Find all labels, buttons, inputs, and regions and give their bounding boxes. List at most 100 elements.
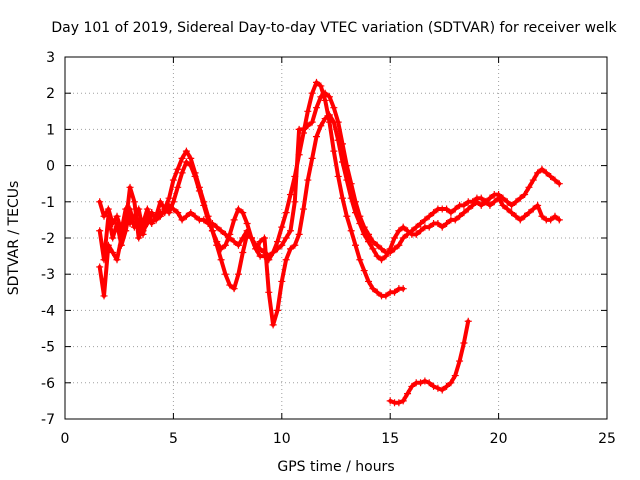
data-point — [226, 234, 234, 242]
data-point — [495, 191, 503, 199]
data-point — [156, 198, 164, 206]
data-point — [273, 238, 281, 246]
data-point — [456, 212, 464, 220]
data-point — [130, 212, 138, 220]
data-point — [182, 147, 190, 155]
data-point — [373, 288, 381, 296]
data-point — [386, 248, 394, 256]
series-layer — [96, 78, 563, 407]
series-track-b — [96, 111, 563, 329]
data-point — [295, 230, 303, 238]
data-point — [226, 281, 234, 289]
data-point — [325, 111, 333, 119]
data-point — [109, 220, 117, 228]
data-point — [282, 256, 290, 264]
data-point — [529, 176, 537, 184]
data-point — [421, 216, 429, 224]
data-point — [360, 267, 368, 275]
y-tick-label: 3 — [46, 50, 55, 66]
data-point — [352, 198, 360, 206]
data-point — [395, 241, 403, 249]
series-track-c — [96, 89, 563, 260]
data-point — [104, 241, 112, 249]
data-point — [325, 93, 333, 101]
data-point — [178, 154, 186, 162]
data-point — [430, 382, 438, 390]
data-point — [456, 357, 464, 365]
data-point — [434, 220, 442, 228]
data-point — [464, 205, 472, 213]
data-point — [109, 234, 117, 242]
data-point — [269, 321, 277, 329]
data-point — [187, 162, 195, 170]
data-point — [434, 384, 442, 392]
data-point — [451, 372, 459, 380]
data-point — [321, 89, 329, 97]
data-point — [165, 201, 173, 209]
data-point — [148, 209, 156, 217]
data-point — [256, 238, 264, 246]
x-tick-label: 5 — [169, 431, 178, 447]
data-point — [321, 96, 329, 104]
data-point — [516, 194, 524, 202]
data-point — [260, 234, 268, 242]
data-point — [113, 256, 121, 264]
data-point — [555, 216, 563, 224]
data-point — [425, 212, 433, 220]
data-point — [96, 263, 104, 271]
data-point — [343, 162, 351, 170]
data-point — [217, 245, 225, 253]
series-line — [97, 112, 562, 327]
data-point — [482, 198, 490, 206]
data-point — [417, 379, 425, 387]
data-point — [96, 198, 104, 206]
data-point — [352, 241, 360, 249]
data-point — [443, 220, 451, 228]
data-point — [391, 234, 399, 242]
data-point — [373, 241, 381, 249]
data-point — [269, 248, 277, 256]
data-point — [286, 227, 294, 235]
data-point — [217, 227, 225, 235]
data-point — [265, 252, 273, 260]
data-point — [208, 220, 216, 228]
data-point — [247, 234, 255, 242]
data-point — [404, 390, 412, 398]
data-point — [152, 216, 160, 224]
x-tick-label: 15 — [381, 431, 399, 447]
data-point — [230, 238, 238, 246]
y-tick-label: -4 — [41, 303, 55, 319]
data-point — [100, 212, 108, 220]
data-point — [317, 82, 325, 90]
data-point — [165, 194, 173, 202]
data-point — [542, 169, 550, 177]
data-point — [347, 180, 355, 188]
data-point — [273, 245, 281, 253]
data-point — [252, 241, 260, 249]
data-point — [130, 198, 138, 206]
data-point — [369, 238, 377, 246]
data-point — [299, 205, 307, 213]
chart-title: Day 101 of 2019, Sidereal Day-to-day VTE… — [51, 20, 617, 36]
data-point — [200, 216, 208, 224]
data-point — [551, 212, 559, 220]
data-point — [356, 212, 364, 220]
data-point — [408, 227, 416, 235]
data-point — [508, 201, 516, 209]
data-point — [460, 201, 468, 209]
data-point — [191, 212, 199, 220]
data-point — [291, 198, 299, 206]
data-point — [443, 205, 451, 213]
data-point — [278, 223, 286, 231]
data-point — [499, 194, 507, 202]
data-point — [308, 89, 316, 97]
data-point — [547, 172, 555, 180]
data-point — [425, 379, 433, 387]
data-point — [529, 205, 537, 213]
data-point — [330, 147, 338, 155]
data-point — [339, 194, 347, 202]
data-point — [399, 234, 407, 242]
data-point — [191, 172, 199, 180]
data-point — [169, 205, 177, 213]
